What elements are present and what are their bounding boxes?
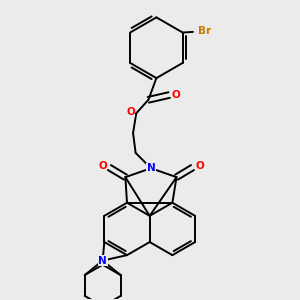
Text: Br: Br: [198, 26, 211, 36]
Text: O: O: [195, 161, 204, 171]
Text: O: O: [126, 106, 135, 117]
Text: N: N: [98, 256, 107, 266]
Text: O: O: [172, 90, 181, 100]
Text: O: O: [98, 161, 107, 171]
Text: N: N: [147, 163, 155, 173]
